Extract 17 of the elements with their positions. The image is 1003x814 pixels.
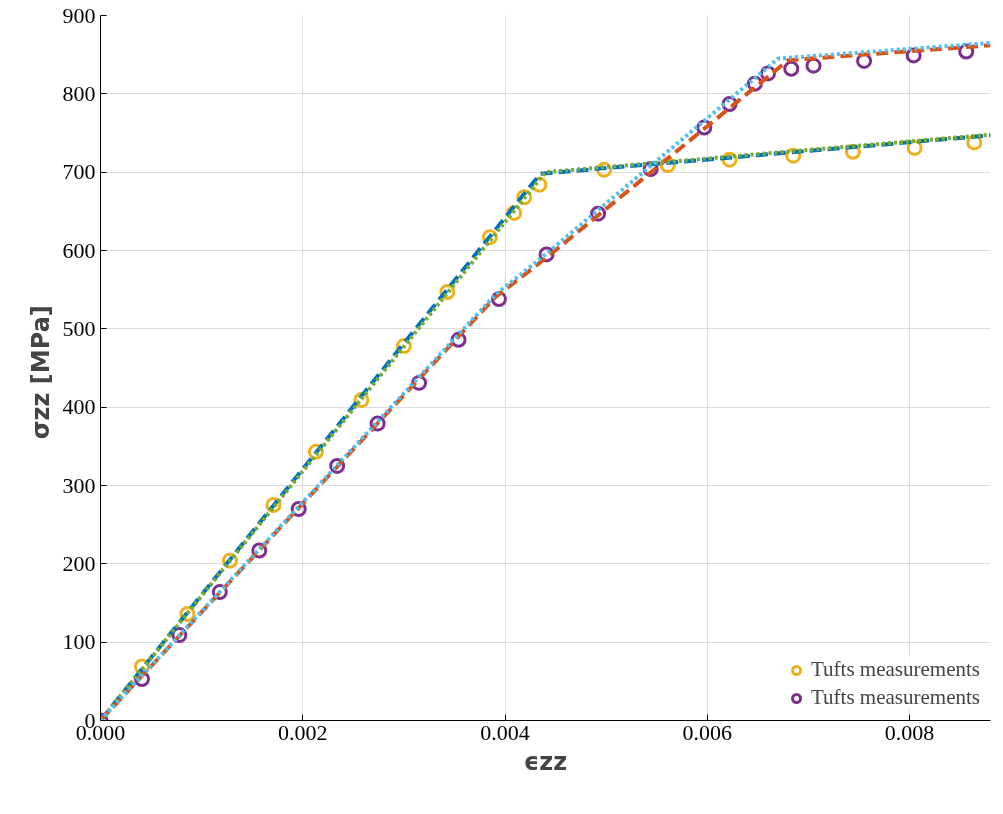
y-tick-label: 900 <box>62 2 96 28</box>
x-tick-label: 0.008 <box>884 719 935 745</box>
y-tick-label: 500 <box>62 315 96 341</box>
y-tick-label: 400 <box>62 394 96 420</box>
y-tick-label: 800 <box>62 80 96 106</box>
y-axis-title: σzz [MPa] <box>26 305 55 440</box>
y-tick-label: 100 <box>62 629 96 655</box>
x-tick-label: 0.006 <box>682 719 733 745</box>
legend-label: Tufts measurements <box>811 685 980 710</box>
y-tick-label: 300 <box>62 472 96 498</box>
x-tick-label: 0.002 <box>278 719 328 745</box>
y-tick-label: 700 <box>62 159 96 185</box>
x-tick-label: 0.004 <box>480 719 530 745</box>
x-axis-title: ϵzz <box>523 747 568 776</box>
y-tick-label: 600 <box>62 237 96 263</box>
legend-label: Tufts measurements <box>811 657 980 682</box>
y-tick-label: 200 <box>62 550 96 576</box>
